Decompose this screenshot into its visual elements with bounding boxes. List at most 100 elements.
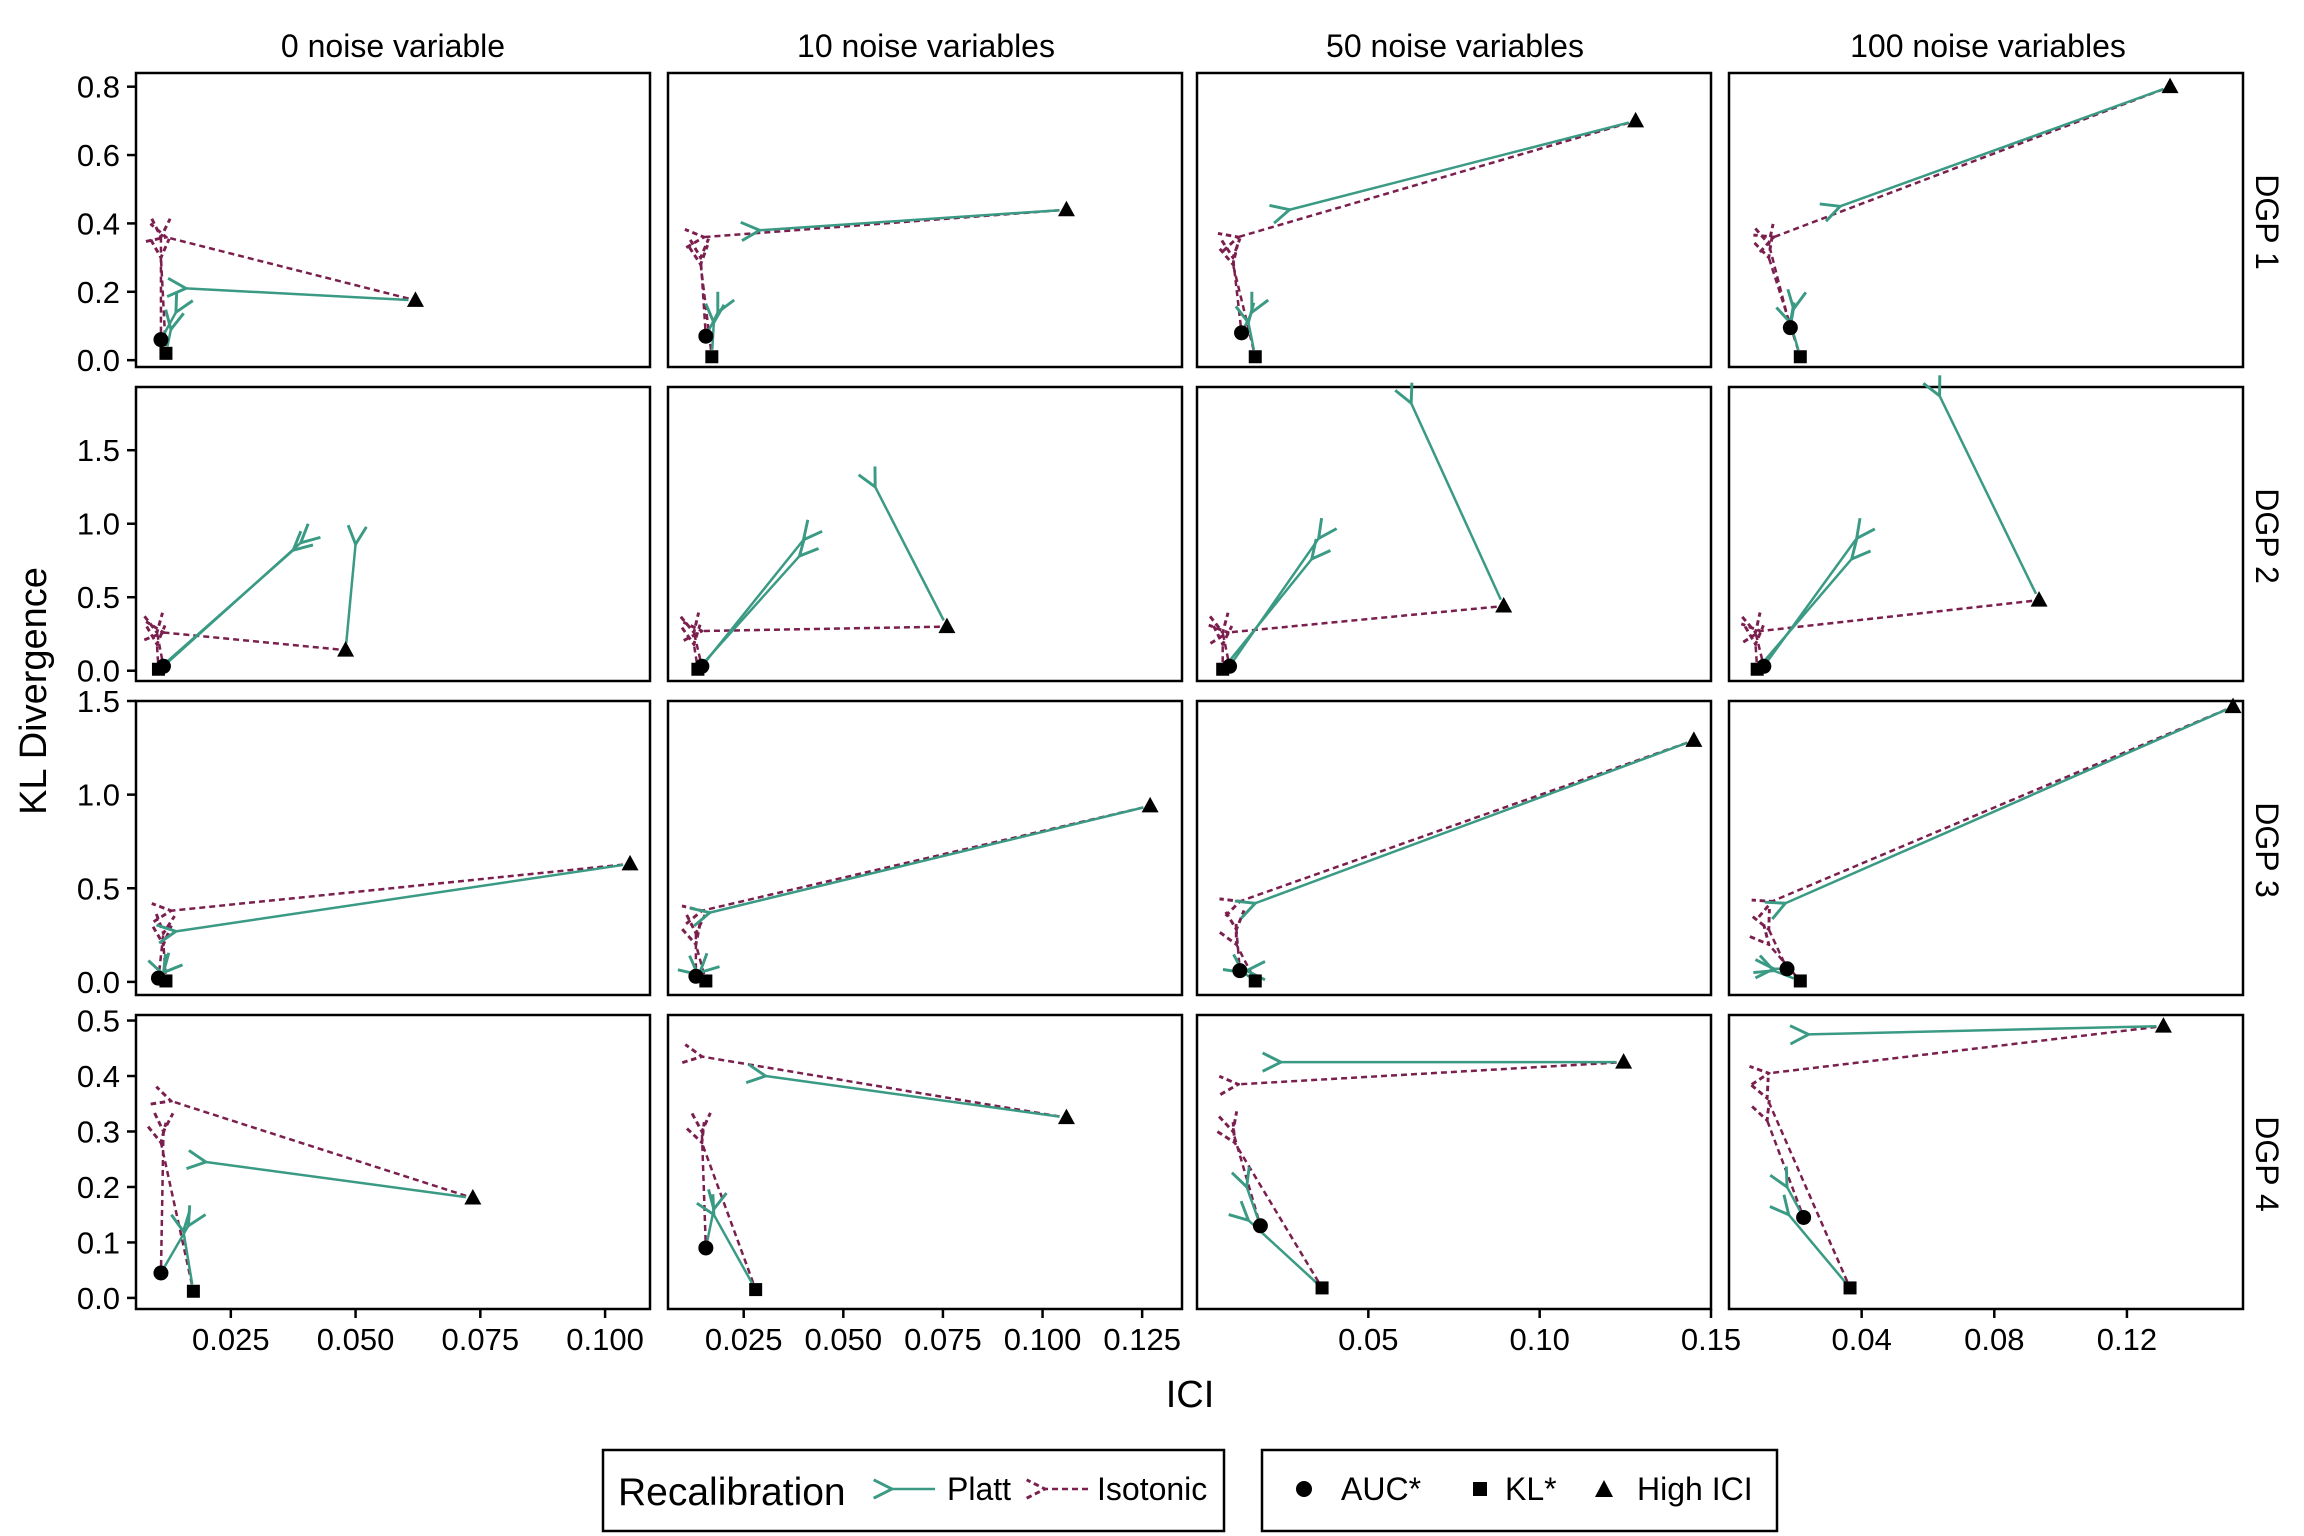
x-tick-label: 0.15 — [1681, 1322, 1741, 1357]
column-label: 10 noise variables — [797, 28, 1055, 64]
kl-point — [159, 974, 173, 988]
x-tick-label: 0.12 — [2097, 1322, 2157, 1357]
isotonic-arrow — [1228, 605, 1497, 633]
panel-frame — [666, 1013, 1184, 1311]
y-tick-label: 0.5 — [77, 580, 120, 615]
x-tick-label: 0.025 — [192, 1322, 270, 1357]
kl-point — [1248, 350, 1262, 364]
isotonic-arrow — [1772, 708, 2228, 901]
isotonic-arrow — [1761, 599, 2033, 631]
panel-frame — [1727, 385, 2245, 683]
panel — [1195, 699, 1713, 997]
legend-square-swatch — [1473, 1482, 1487, 1496]
platt-arrow — [1785, 708, 2228, 903]
x-tick-label: 0.10 — [1509, 1322, 1569, 1357]
platt-arrow — [766, 1076, 1060, 1118]
isotonic-arrow — [171, 1101, 467, 1198]
y-tick-label: 0.0 — [77, 965, 120, 1000]
panel-frame — [1727, 699, 2245, 997]
panel: 0.0 0.5 1.0 1.5 — [77, 385, 652, 689]
auc-point — [1252, 1218, 1268, 1234]
x-tick-label: 0.075 — [442, 1322, 520, 1357]
isotonic-arrow — [171, 863, 624, 911]
high-ici-point — [621, 854, 639, 871]
y-tick-label: 1.5 — [77, 684, 120, 719]
isotonic-arrow — [1769, 944, 1797, 977]
panel-frame — [1195, 699, 1713, 997]
legend-high-ici-label: High ICI — [1637, 1471, 1753, 1507]
row-label: DGP 3 — [2249, 802, 2285, 897]
auc-point — [153, 332, 169, 348]
platt-arrow — [206, 1162, 467, 1199]
high-ici-point — [2154, 1017, 2172, 1033]
kl-point — [1315, 1281, 1329, 1295]
y-tick-label: 0.4 — [77, 206, 120, 241]
column-label: 0 noise variable — [281, 28, 505, 64]
y-tick-label: 0.6 — [77, 138, 120, 173]
legend-kl-label: KL* — [1505, 1471, 1557, 1507]
isotonic-arrow — [1769, 258, 1800, 351]
x-tick-label: 0.050 — [805, 1322, 883, 1357]
y-tick-label: 1.0 — [77, 778, 120, 813]
legend-isotonic-label: Isotonic — [1097, 1471, 1207, 1507]
panel — [666, 71, 1184, 369]
platt-arrow — [1255, 741, 1688, 903]
high-ici-point — [1685, 731, 1703, 747]
auc-point — [698, 328, 714, 344]
y-tick-label: 1.5 — [77, 433, 120, 468]
x-tick-label: 0.04 — [1831, 1322, 1891, 1357]
panel: 0.025 0.050 0.075 0.100 0.0 0.1 0.2 0.3 0.4 0.5 — [77, 1004, 652, 1357]
high-ici-point — [1627, 111, 1645, 128]
panel: 0.05 0.10 0.15 — [1195, 1013, 1741, 1357]
y-tick-label: 0.0 — [77, 654, 120, 689]
kl-point — [705, 350, 719, 364]
y-tick-label: 0.0 — [77, 343, 120, 378]
panel-frame — [134, 699, 652, 997]
panel — [1727, 697, 2245, 997]
kl-point — [186, 1284, 200, 1298]
y-tick-label: 0.2 — [77, 275, 120, 310]
x-tick-label: 0.05 — [1338, 1322, 1398, 1357]
kl-point — [1843, 1281, 1857, 1295]
high-ici-point — [337, 641, 355, 657]
kl-point — [1793, 350, 1807, 364]
panel-frame — [134, 1013, 652, 1311]
y-axis-title: KL Divergence — [13, 567, 55, 815]
x-axis-title: ICI — [1166, 1374, 1215, 1416]
high-ici-point — [1141, 796, 1159, 813]
isotonic-arrow — [166, 237, 409, 300]
legend-auc-label: AUC* — [1341, 1471, 1421, 1507]
platt-arrow — [1290, 121, 1630, 210]
platt-arrow — [1248, 323, 1253, 351]
x-tick-label: 0.100 — [1004, 1322, 1082, 1357]
isotonic-arrow — [1769, 1025, 2157, 1073]
platt-arrow — [183, 1231, 194, 1285]
column-label: 100 noise variables — [1850, 28, 2126, 64]
panel: 0.0 0.5 1.0 1.5 — [77, 684, 652, 1000]
auc-point — [1234, 325, 1250, 341]
platt-arrow — [176, 863, 624, 931]
panel-frame — [134, 71, 652, 369]
legend-title: Recalibration — [618, 1471, 846, 1514]
platt-arrow — [167, 329, 171, 347]
x-tick-label: 0.125 — [1103, 1322, 1181, 1357]
platt-arrow — [710, 806, 1144, 913]
panel — [1195, 387, 1713, 683]
isotonic-arrow — [1767, 1120, 1803, 1212]
platt-arrow — [1247, 1187, 1260, 1220]
y-tick-label: 0.5 — [77, 871, 120, 906]
high-ici-point — [406, 291, 424, 307]
panel: 0.04 0.08 0.12 — [1727, 1013, 2245, 1357]
row-label: DGP 1 — [2249, 174, 2285, 269]
auc-point — [1232, 963, 1248, 979]
x-tick-label: 0.08 — [1964, 1322, 2024, 1357]
auc-point — [1796, 1209, 1812, 1225]
panel — [1727, 71, 2245, 369]
legend-circle-swatch — [1296, 1481, 1312, 1497]
x-tick-label: 0.075 — [904, 1322, 982, 1357]
high-ici-point — [1495, 597, 1513, 613]
high-ici-point — [1057, 1108, 1075, 1125]
panel-frame — [666, 385, 1184, 683]
legend-points: AUC* KL* High ICI — [1260, 1448, 1779, 1533]
isotonic-arrow — [1238, 121, 1630, 237]
